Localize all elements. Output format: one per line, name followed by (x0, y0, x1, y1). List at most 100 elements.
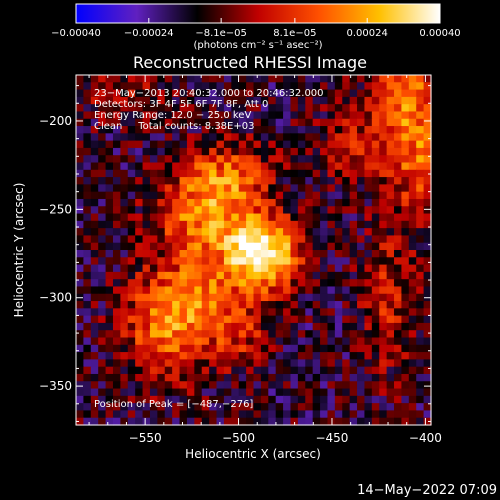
heatmap-cell (386, 271, 395, 280)
heatmap-cell (423, 286, 432, 295)
heatmap-cell (76, 198, 84, 207)
heatmap-cell (223, 133, 232, 142)
heatmap-cell (357, 89, 366, 98)
heatmap-cell (357, 257, 366, 266)
heatmap-cell (320, 213, 329, 222)
heatmap-cell (164, 293, 173, 302)
heatmap-cell (283, 403, 292, 412)
heatmap-cell (275, 279, 284, 288)
heatmap-cell (238, 213, 247, 222)
heatmap-cell (149, 206, 158, 215)
heatmap-cell (423, 250, 432, 258)
heatmap-cell (135, 330, 144, 339)
heatmap-cell (386, 169, 395, 178)
heatmap-cell (297, 104, 306, 113)
y-tick-label: −350 (39, 379, 72, 393)
heatmap-cell (416, 104, 425, 113)
heatmap-cell (394, 75, 403, 83)
heatmap-cell (357, 388, 366, 397)
heatmap-cell (312, 111, 321, 120)
heatmap-cell (209, 75, 218, 83)
heatmap-cell (120, 373, 129, 382)
heatmap-cell (149, 301, 158, 309)
heatmap-cell (135, 417, 144, 426)
heatmap-cell (349, 337, 358, 346)
heatmap-cell (327, 337, 336, 346)
heatmap-cell (201, 315, 210, 324)
heatmap-cell (305, 140, 314, 149)
heatmap-cell (386, 366, 395, 375)
heatmap-cell (83, 235, 92, 244)
heatmap-cell (268, 315, 277, 324)
heatmap-cell (142, 286, 151, 295)
heatmap-cell (90, 344, 99, 353)
heatmap-cell (90, 352, 99, 360)
heatmap-cell (83, 271, 92, 280)
heatmap-cell (364, 381, 373, 390)
heatmap-cell (305, 322, 314, 331)
heatmap-cell (334, 410, 343, 419)
heatmap-cell (231, 191, 240, 200)
heatmap-cell (275, 403, 284, 412)
heatmap-cell (90, 403, 99, 412)
heatmap-cell (164, 315, 173, 324)
heatmap-cell (223, 235, 232, 244)
heatmap-cell (149, 395, 158, 404)
heatmap-cell (194, 388, 203, 397)
heatmap-cell (164, 359, 173, 368)
heatmap-cell (408, 133, 417, 142)
heatmap-cell (112, 417, 121, 426)
heatmap-cell (379, 177, 388, 185)
heatmap-cell (216, 147, 225, 156)
heatmap-cell (98, 315, 107, 324)
heatmap-cell (112, 206, 121, 215)
heatmap-cell (327, 301, 336, 309)
heatmap-cell (112, 147, 121, 156)
heatmap-cell (149, 286, 158, 295)
heatmap-cell (209, 147, 218, 156)
heatmap-cell (209, 118, 218, 127)
heatmap-cell (364, 344, 373, 353)
heatmap-cell (157, 162, 166, 171)
heatmap-cell (334, 213, 343, 222)
heatmap-cell (142, 198, 151, 207)
heatmap-cell (423, 315, 432, 324)
heatmap-cell (253, 315, 262, 324)
heatmap-cell (157, 184, 166, 193)
heatmap-cell (283, 352, 292, 360)
heatmap-cell (379, 308, 388, 317)
heatmap-cell (364, 250, 373, 258)
heatmap-cell (135, 169, 144, 178)
heatmap-cell (90, 213, 99, 222)
heatmap-cell (76, 96, 84, 105)
heatmap-cell (98, 155, 107, 164)
heatmap-cell (379, 403, 388, 412)
heatmap-cell (216, 198, 225, 207)
heatmap-cell (371, 228, 380, 237)
heatmap-cell (90, 111, 99, 120)
heatmap-cell (334, 162, 343, 171)
heatmap-cell (379, 417, 388, 426)
heatmap-cell (401, 388, 410, 397)
heatmap-cell (260, 118, 269, 127)
heatmap-cell (371, 417, 380, 426)
heatmap-cell (371, 111, 380, 120)
heatmap-cell (408, 220, 417, 229)
heatmap-cell (246, 359, 255, 368)
heatmap-cell (83, 191, 92, 200)
heatmap-cell (379, 330, 388, 339)
heatmap-cell (371, 330, 380, 339)
heatmap-cell (223, 359, 232, 368)
heatmap-cell (90, 242, 99, 251)
heatmap-cell (201, 264, 210, 273)
heatmap-cell (312, 301, 321, 309)
heatmap-cell (135, 155, 144, 164)
heatmap-cell (186, 96, 195, 105)
heatmap-cell (120, 410, 129, 419)
heatmap-cell (364, 359, 373, 368)
heatmap-cell (105, 104, 114, 113)
heatmap-cell (231, 126, 240, 134)
heatmap-cell (216, 381, 225, 390)
heatmap-cell (283, 111, 292, 120)
heatmap-cell (186, 140, 195, 149)
